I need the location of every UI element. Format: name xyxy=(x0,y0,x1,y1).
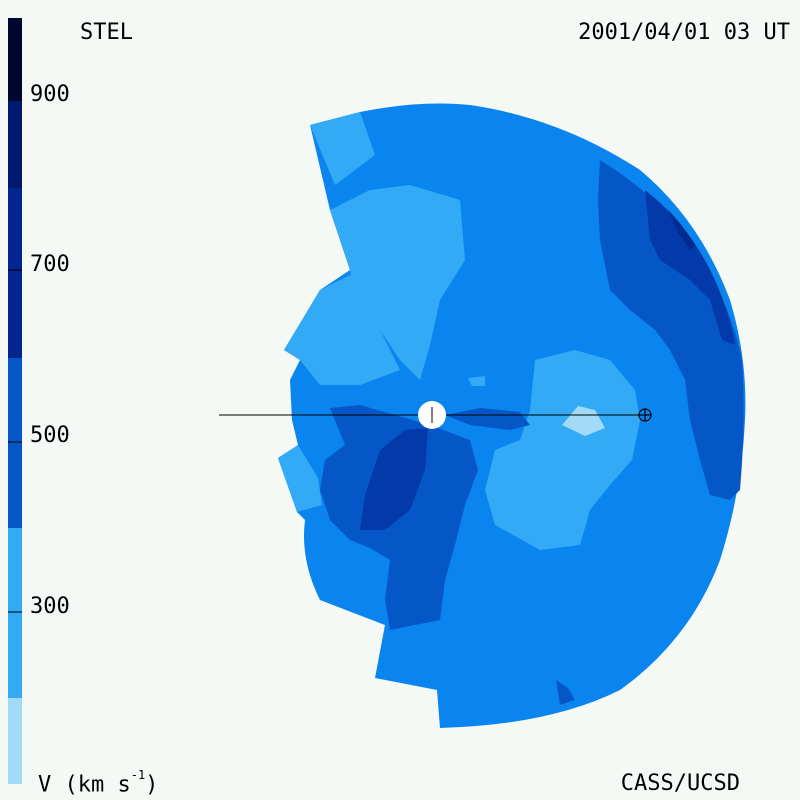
credit-label: CASS/UCSD xyxy=(620,771,740,796)
darkest-region-ne xyxy=(668,210,695,250)
colorbar-tick-label: 500 xyxy=(30,423,70,448)
light-region-northwest xyxy=(330,185,465,380)
earth-icon xyxy=(638,408,652,422)
dark-region-se-edge xyxy=(556,680,575,705)
colorbar-tick-label: 700 xyxy=(30,252,70,277)
lightest-patch xyxy=(562,406,605,436)
darker-region-east-rim xyxy=(645,190,735,345)
darker-region-south xyxy=(360,428,428,530)
velocity-disk xyxy=(278,103,746,728)
timestamp-label: 2001/04/01 03 UT xyxy=(578,20,790,45)
units-exponent: -1 xyxy=(130,768,146,782)
colorbar-tick-label: 900 xyxy=(30,82,70,107)
units-label: V (km s-1) xyxy=(38,769,159,798)
light-region-sw xyxy=(278,445,322,512)
light-region-north xyxy=(310,112,375,185)
light-region-east-lobe xyxy=(485,350,640,550)
velocity-colorbar xyxy=(8,18,22,784)
light-region-small xyxy=(468,376,485,386)
dark-region-equator xyxy=(445,408,530,430)
light-region-west xyxy=(284,275,400,385)
units-close: ) xyxy=(145,772,159,798)
observatory-label: STEL xyxy=(80,20,133,45)
dark-region-east-rim xyxy=(598,160,744,500)
units-text: V (km s xyxy=(38,772,131,798)
colorbar-tick-label: 300 xyxy=(30,594,70,619)
